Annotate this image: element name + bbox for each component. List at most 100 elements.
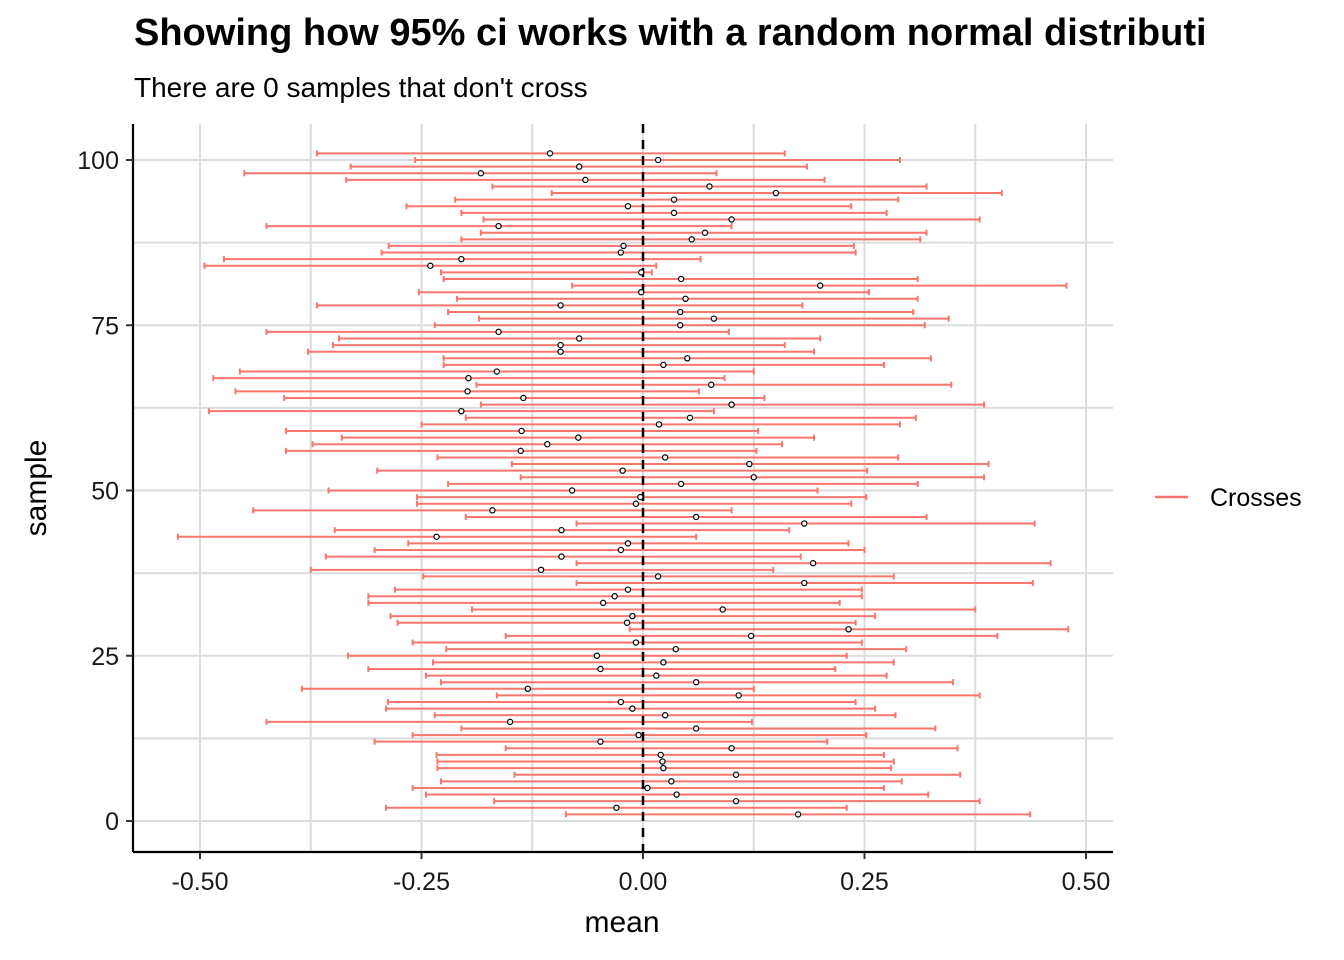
x-tick-label: 0.00 [619, 868, 668, 896]
mean-point [611, 593, 618, 600]
chart-subtitle: There are 0 samples that don't cross [134, 72, 588, 103]
mean-point [632, 639, 640, 646]
mean-point [706, 183, 713, 190]
mean-point [710, 315, 718, 322]
mean-point [747, 632, 755, 640]
y-tick-label: 75 [91, 312, 119, 340]
mean-point [629, 705, 636, 712]
mean-point [576, 335, 583, 342]
mean-point [464, 388, 471, 395]
mean-point [735, 692, 742, 699]
mean-point [558, 526, 565, 534]
x-tick-label: 0.50 [1062, 868, 1111, 896]
mean-point [537, 566, 545, 574]
x-axis-title: mean [584, 906, 659, 939]
mean-point [686, 414, 694, 421]
mean-point [655, 421, 663, 428]
mean-point [670, 196, 678, 203]
mean-point [692, 678, 700, 686]
mean-point [719, 606, 726, 613]
mean-point [654, 156, 662, 164]
mean-point [659, 758, 666, 765]
y-tick-label: 25 [91, 643, 119, 671]
mean-point [433, 533, 440, 540]
mean-point [654, 573, 662, 580]
mean-point [613, 804, 620, 811]
mean-point [544, 441, 551, 448]
mean-point [557, 348, 564, 355]
mean-point [661, 454, 669, 461]
mean-point [624, 586, 632, 593]
mean-point [520, 394, 527, 402]
mean-point [660, 361, 667, 369]
mean-point [661, 712, 669, 719]
mean-point [458, 255, 465, 263]
mean-point [558, 553, 565, 560]
x-axis-ticks: -0.50 -0.25 0.00 0.25 0.50 [172, 852, 1111, 896]
mean-point [692, 513, 700, 521]
mean-point [617, 249, 625, 256]
mean-point [657, 751, 664, 759]
mean-point [728, 216, 735, 223]
mean-point [624, 540, 632, 547]
mean-point [746, 460, 753, 468]
mean-point [624, 203, 632, 210]
mean-point [465, 374, 472, 382]
mean-point [682, 295, 689, 303]
mean-point [728, 745, 735, 752]
mean-point [638, 289, 645, 296]
mean-point [599, 599, 607, 607]
mean-point [517, 447, 524, 455]
mean-point [673, 791, 680, 798]
mean-point [688, 236, 695, 243]
chart-title: Showing how 95% ci works with a random n… [134, 12, 1207, 54]
mean-point [638, 269, 645, 276]
legend: Crosses [1155, 484, 1302, 512]
mean-point [677, 308, 684, 316]
mean-point [575, 434, 582, 441]
mean-point [518, 427, 525, 435]
y-axis-ticks: 0 25 50 75 100 [77, 147, 133, 836]
mean-points [427, 150, 852, 818]
mean-point [632, 500, 640, 507]
y-tick-label: 100 [77, 147, 119, 175]
mean-point [524, 685, 532, 693]
mean-point [801, 579, 808, 587]
legend-label-crosses: Crosses [1210, 484, 1302, 512]
y-tick-label: 50 [91, 478, 119, 506]
mean-point [458, 407, 465, 415]
mean-point [668, 778, 675, 785]
mean-point [557, 302, 564, 309]
mean-point [677, 480, 685, 488]
mean-point [568, 487, 576, 494]
mean-point [732, 797, 740, 805]
mean-point [557, 341, 564, 349]
mean-point [794, 811, 802, 818]
mean-point [582, 176, 589, 184]
axes [131, 124, 1113, 854]
mean-point [493, 368, 501, 375]
x-tick-label: -0.50 [172, 868, 229, 896]
mean-point [489, 507, 496, 514]
mean-point [629, 612, 636, 620]
mean-point [809, 560, 817, 567]
mean-point [653, 672, 660, 679]
mean-point [495, 328, 502, 336]
mean-point [672, 645, 679, 653]
mean-point [644, 784, 651, 792]
x-tick-label: 0.25 [840, 868, 889, 896]
mean-point [660, 659, 667, 666]
mean-point [750, 474, 757, 481]
y-axis-title: sample [20, 440, 53, 537]
mean-point [728, 401, 735, 408]
mean-point [597, 738, 604, 745]
mean-point [620, 242, 627, 250]
mean-point [427, 262, 434, 269]
mean-point [708, 381, 715, 388]
mean-point [677, 275, 685, 283]
mean-point [619, 467, 626, 474]
mean-point [623, 619, 631, 626]
mean-point [617, 698, 625, 706]
x-tick-label: -0.25 [393, 868, 450, 896]
